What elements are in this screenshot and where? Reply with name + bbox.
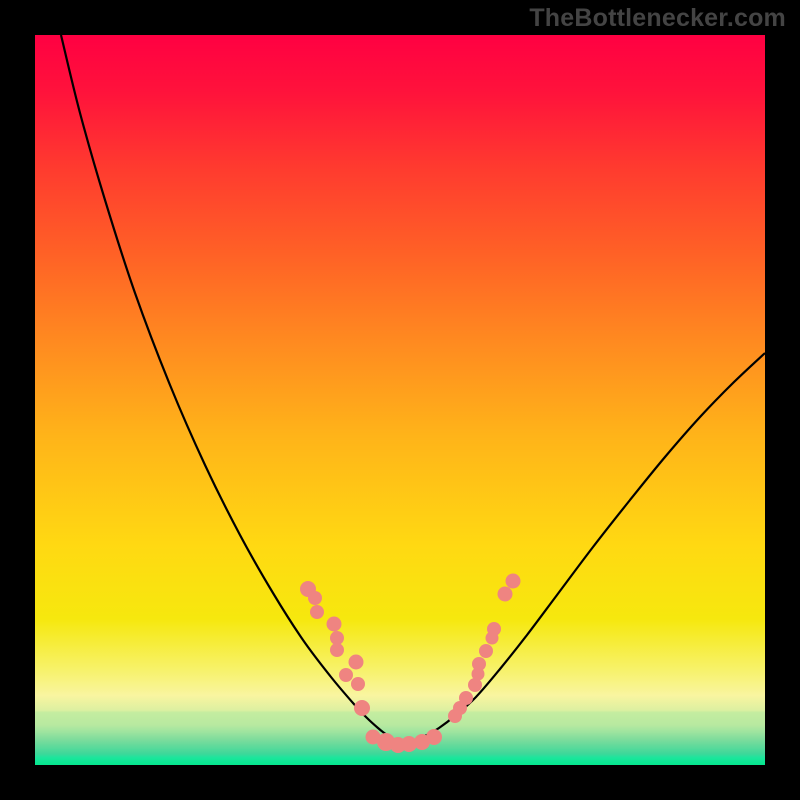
data-point	[459, 691, 473, 705]
chart-frame: TheBottlenecker.com	[0, 0, 800, 800]
chart-svg	[35, 35, 765, 765]
data-point	[339, 668, 353, 682]
data-point	[506, 574, 521, 589]
data-point	[349, 655, 364, 670]
data-point	[351, 677, 365, 691]
data-point	[310, 605, 324, 619]
data-point	[308, 591, 322, 605]
gradient-rect	[35, 35, 765, 765]
data-point	[330, 643, 344, 657]
data-point	[479, 644, 493, 658]
watermark-text: TheBottlenecker.com	[529, 4, 786, 33]
data-point	[426, 729, 442, 745]
data-point	[354, 700, 370, 716]
data-point	[498, 587, 513, 602]
data-point	[327, 617, 342, 632]
data-point	[487, 622, 501, 636]
data-point	[472, 657, 486, 671]
data-point	[330, 631, 344, 645]
plot-area	[35, 35, 765, 765]
